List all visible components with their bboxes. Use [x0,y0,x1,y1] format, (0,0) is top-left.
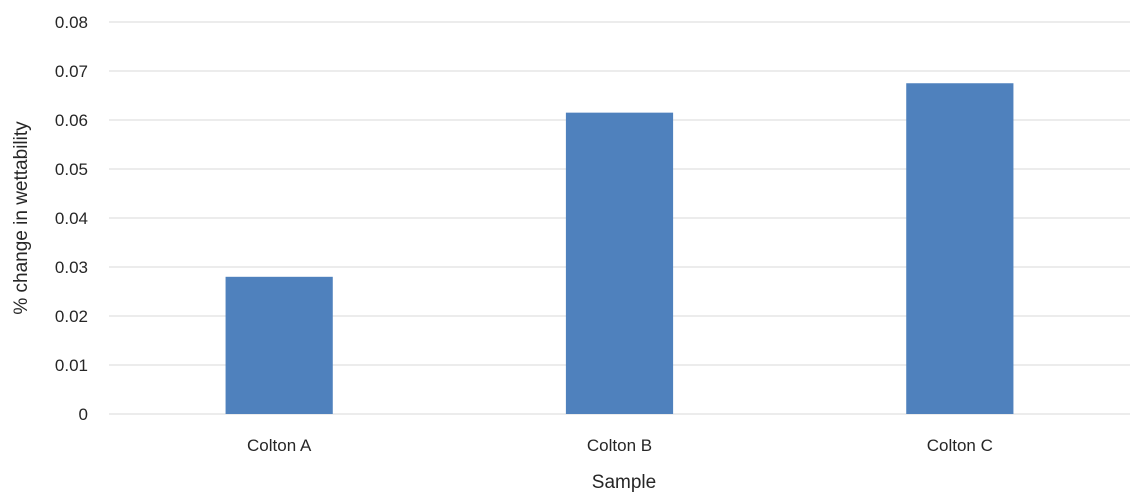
y-tick-label: 0.06 [55,111,88,130]
bar-colton-b [565,112,674,415]
y-tick-label: 0.02 [55,307,88,326]
x-tick-label: Colton C [927,436,993,455]
y-tick-label: 0.03 [55,258,88,277]
bar-colton-c [906,83,1014,414]
x-axis-title: Sample [592,472,656,493]
y-axis-title: % change in wettability [11,121,32,315]
y-tick-label: 0.07 [55,62,88,81]
y-tick-label: 0.04 [55,209,88,228]
y-tick-label: 0 [79,405,88,424]
bars [225,83,1014,415]
x-tick-label: Colton B [587,436,652,455]
y-tick-label: 0.05 [55,160,88,179]
y-tick-label: 0.01 [55,356,88,375]
x-tick-label: Colton A [247,436,312,455]
bar-colton-a [225,276,333,414]
x-axis-tick-labels: Colton A Colton B Colton C [247,436,993,455]
y-axis-tick-labels: 0 0.01 0.02 0.03 0.04 0.05 0.06 0.07 0.08 [55,13,88,424]
y-tick-label: 0.08 [55,13,88,32]
